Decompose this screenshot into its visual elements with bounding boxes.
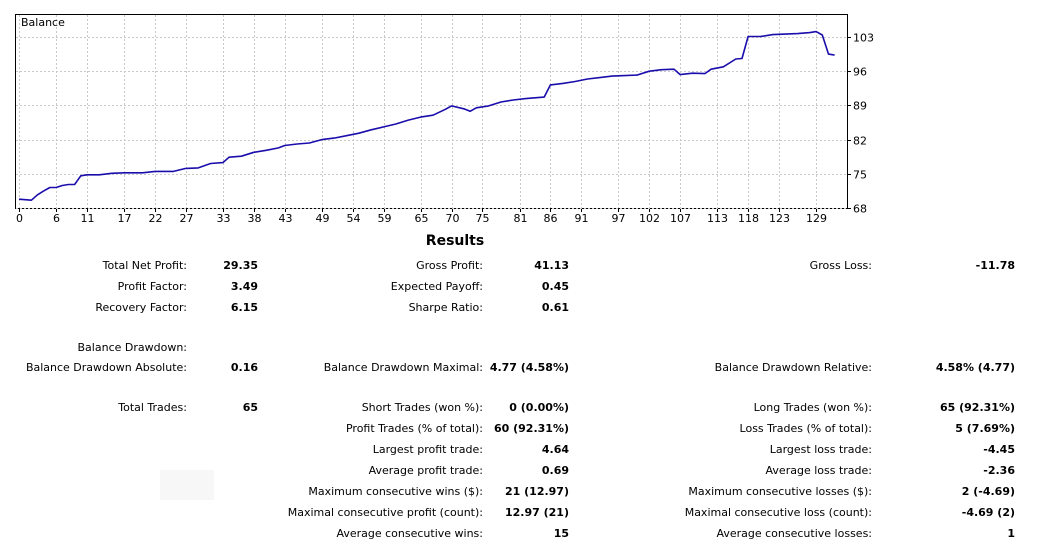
- stat-label: Average loss trade:: [765, 464, 872, 477]
- x-tick-label: 107: [670, 212, 691, 225]
- x-tick-label: 6: [53, 212, 60, 225]
- stat-label: Balance Drawdown Absolute:: [25, 361, 187, 374]
- x-tick-label: 97: [612, 212, 626, 225]
- stat-label: Loss Trades (% of total):: [739, 422, 872, 435]
- stat-label: Largest loss trade:: [769, 443, 872, 456]
- x-tick-label: 65: [415, 212, 429, 225]
- y-tick-label: 103: [853, 32, 874, 45]
- y-tick-label: 68: [853, 203, 867, 216]
- stat-label: Average profit trade:: [368, 464, 483, 477]
- x-tick-label: 86: [544, 212, 558, 225]
- stat-label: Short Trades (won %):: [361, 401, 483, 414]
- x-tick-label: 59: [378, 212, 392, 225]
- x-tick-label: 43: [279, 212, 293, 225]
- stat-value: 3.49: [230, 280, 258, 293]
- stat-label: Balance Drawdown Relative:: [714, 361, 872, 374]
- stat-value: -4.69 (2): [961, 506, 1015, 519]
- stat-label: Maximal consecutive loss (count):: [684, 506, 872, 519]
- stat-value: 41.13: [534, 259, 569, 272]
- stat-label: Largest profit trade:: [372, 443, 483, 456]
- stat-label: Balance Drawdown:: [77, 341, 187, 354]
- y-tick-label: 82: [853, 135, 867, 148]
- stat-value: 4.64: [541, 443, 569, 456]
- y-tick-label: 96: [853, 66, 867, 79]
- stat-label: Balance Drawdown Maximal:: [323, 361, 483, 374]
- x-tick-label: 33: [217, 212, 231, 225]
- background-smudge: [160, 470, 214, 500]
- x-tick-label: 38: [248, 212, 262, 225]
- x-tick-label: 129: [806, 212, 827, 225]
- x-tick-label: 81: [514, 212, 528, 225]
- stat-value: 0.45: [541, 280, 569, 293]
- stat-value: 1: [1007, 527, 1015, 540]
- x-tick-label: 22: [149, 212, 163, 225]
- stat-label: Total Trades:: [118, 401, 187, 414]
- stat-value: 65 (92.31%): [939, 401, 1015, 414]
- stat-value: -11.78: [975, 259, 1015, 272]
- x-tick-label: 113: [707, 212, 728, 225]
- stat-value: 15: [553, 527, 569, 540]
- x-tick-label: 49: [316, 212, 330, 225]
- stat-label: Average consecutive losses:: [716, 527, 872, 540]
- stat-value: -4.45: [983, 443, 1015, 456]
- stat-label: Gross Loss:: [809, 259, 872, 272]
- x-tick-label: 11: [81, 212, 95, 225]
- stat-label: Profit Trades (% of total):: [345, 422, 483, 435]
- x-tick-label: 102: [639, 212, 660, 225]
- plot-frame: [15, 14, 848, 209]
- stat-label: Average consecutive wins:: [336, 527, 483, 540]
- x-tick-label: 0: [16, 212, 23, 225]
- x-tick-label: 70: [446, 212, 460, 225]
- x-tick-label: 27: [180, 212, 194, 225]
- y-tick-label: 75: [853, 169, 867, 182]
- stat-value: 0.61: [541, 301, 569, 314]
- stat-value: 21 (12.97): [505, 485, 569, 498]
- y-tick-label: 89: [853, 100, 867, 113]
- stat-label: Recovery Factor:: [95, 301, 187, 314]
- stat-value: 12.97 (21): [505, 506, 569, 519]
- results-title: Results: [425, 233, 485, 249]
- stat-value: 2 (-4.69): [961, 485, 1015, 498]
- x-tick-label: 118: [738, 212, 759, 225]
- x-tick-label: 54: [347, 212, 361, 225]
- chart-title: Balance: [21, 16, 65, 29]
- stat-label: Long Trades (won %):: [753, 401, 872, 414]
- stat-value: 4.77 (4.58%): [489, 361, 569, 374]
- stat-label: Total Net Profit:: [102, 259, 187, 272]
- stat-label: Expected Payoff:: [390, 280, 483, 293]
- stat-value: 0.69: [541, 464, 569, 477]
- stat-label: Profit Factor:: [117, 280, 187, 293]
- stat-value: 6.15: [230, 301, 258, 314]
- x-tick-label: 91: [575, 212, 589, 225]
- stat-value: 0.16: [230, 361, 258, 374]
- stat-value: 5 (7.69%): [955, 422, 1015, 435]
- balance-chart: 0 6 11 17 22 27 33 38 43 49 54 59 65 70 75 81 86 91 97 102 1…: [15, 14, 874, 225]
- x-tick-label: 123: [769, 212, 790, 225]
- stat-value: -2.36: [983, 464, 1015, 477]
- balance-line: [18, 30, 835, 201]
- stat-label: Maximum consecutive losses ($):: [688, 485, 872, 498]
- x-tick-label: 17: [118, 212, 132, 225]
- x-tick-label: 75: [476, 212, 490, 225]
- stat-value: 29.35: [223, 259, 258, 272]
- stat-label: Maximal consecutive profit (count):: [287, 506, 483, 519]
- stat-value: 0 (0.00%): [509, 401, 569, 414]
- stat-label: Gross Profit:: [416, 259, 483, 272]
- stat-value: 60 (92.31%): [493, 422, 569, 435]
- stat-value: 4.58% (4.77): [935, 361, 1015, 374]
- stat-label: Maximum consecutive wins ($):: [308, 485, 483, 498]
- stat-value: 65: [242, 401, 258, 414]
- stat-label: Sharpe Ratio:: [408, 301, 483, 314]
